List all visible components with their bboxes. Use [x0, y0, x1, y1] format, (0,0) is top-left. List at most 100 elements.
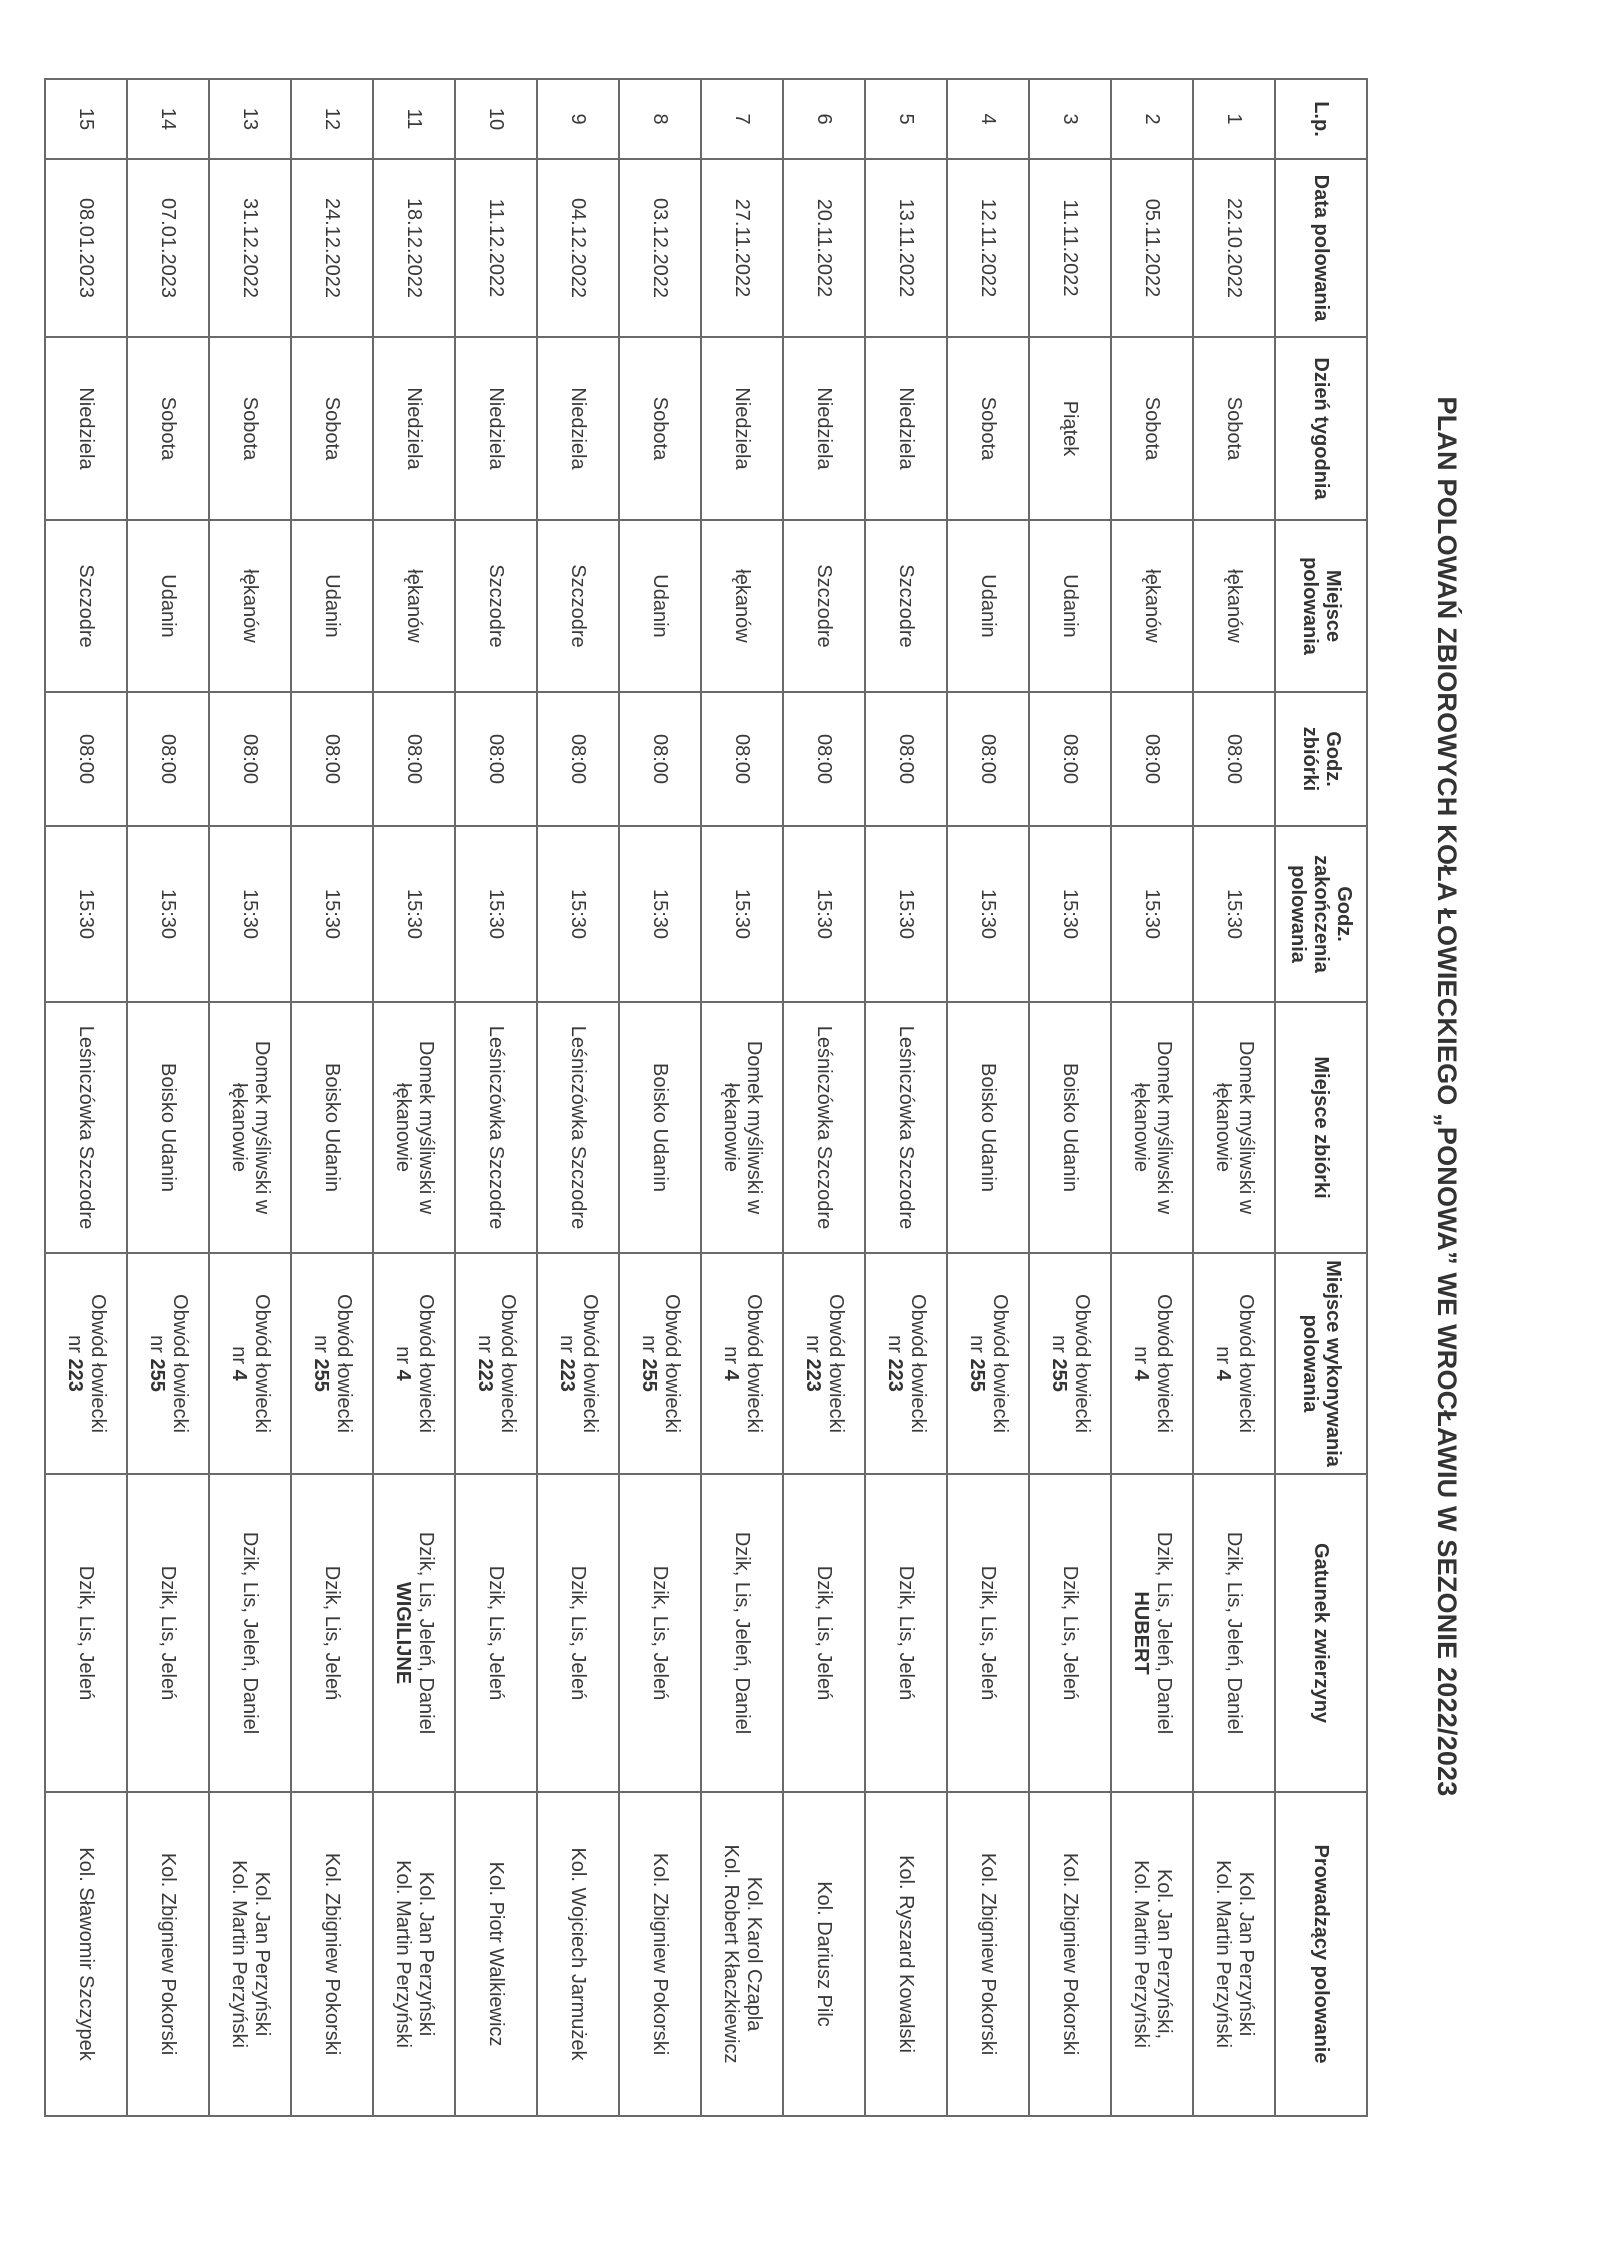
area-label: Obwód łowiecki [333, 1294, 355, 1433]
cell-lp: 9 [537, 79, 619, 159]
cell-hunting-area: Obwód łowiecki nr 255 [291, 1253, 373, 1474]
cell-species: Dzik, Lis, Jeleń [127, 1474, 209, 1792]
leader-name: Kol. Martin Perzyński [392, 1860, 414, 2048]
cell-leader: Kol. Karol Czapla Kol. Robert Kłaczkiewic… [701, 1792, 783, 2116]
leader-name: Kol. Jan Perzyński [251, 1871, 273, 2037]
table-row: 9 04.12.2022 Niedziela Szczodre 08:00 15:30 Le… [537, 79, 619, 2116]
header-species: Gatunek zwierzyny [1275, 1474, 1367, 1792]
header-row: L.p. Data polowania Dzień tygodnia Miejs… [1275, 79, 1367, 2116]
cell-start: 08:00 [291, 692, 373, 826]
area-label: Obwód łowiecki [579, 1294, 601, 1433]
document-title: PLAN POLOWAŃ ZBIOROWYCH KOŁA ŁOWIECKIEGO… [1432, 396, 1462, 1797]
cell-leader: Kol. Jan Perzyński, Kol. Martin Perzyński [1111, 1792, 1193, 2116]
species-text: Dzik, Lis, Jeleń [75, 1565, 98, 1701]
cell-species: Dzik, Lis, Jeleń, Daniel HUBERT [1111, 1474, 1193, 1792]
cell-date: 08.01.2023 [45, 159, 127, 337]
cell-meet: Boisko Udanin [291, 1002, 373, 1253]
cell-meet: Leśniczówka Szczodre [865, 1002, 947, 1253]
cell-lp: 11 [373, 79, 455, 159]
cell-place: łękanów [1111, 520, 1193, 692]
cell-start: 08:00 [45, 692, 127, 826]
cell-place: Szczodre [865, 520, 947, 692]
cell-end: 15:30 [1111, 826, 1193, 1002]
cell-day: Niedziela [865, 337, 947, 520]
cell-date: 13.11.2022 [865, 159, 947, 337]
cell-meet: Domek myśliwski w łękanowie [1111, 1002, 1193, 1253]
cell-end: 15:30 [701, 826, 783, 1002]
cell-species: Dzik, Lis, Jeleń, Daniel [1193, 1474, 1275, 1792]
cell-end: 15:30 [1029, 826, 1111, 1002]
cell-start: 08:00 [701, 692, 783, 826]
area-nr-prefix: nr [64, 1335, 86, 1353]
cell-place: Szczodre [455, 520, 537, 692]
cell-leader: Kol. Piotr Walkiewicz [455, 1792, 537, 2116]
cell-meet: Boisko Udanin [1029, 1002, 1111, 1253]
area-label: Obwód łowiecki [251, 1294, 273, 1433]
area-nr-prefix: nr [556, 1335, 578, 1353]
table-row: 8 03.12.2022 Sobota Udanin 08:00 15:30 Boisko … [619, 79, 701, 2116]
area-number: 255 [638, 1358, 660, 1392]
table-row: 5 13.11.2022 Niedziela Szczodre 08:00 15:30 Le… [865, 79, 947, 2116]
cell-hunting-area: Obwód łowiecki nr 4 [701, 1253, 783, 1474]
cell-day: Sobota [1193, 337, 1275, 520]
table-row: 3 11.11.2022 Piątek Udanin 08:00 15:30 Boisko … [1029, 79, 1111, 2116]
cell-date: 04.12.2022 [537, 159, 619, 337]
area-nr-prefix: nr [638, 1335, 660, 1353]
leader-name: Kol. Ryszard Kowalski [895, 1855, 918, 2053]
cell-end: 15:30 [127, 826, 209, 1002]
cell-meet: Domek myśliwski w łękanowie [701, 1002, 783, 1253]
cell-date: 05.11.2022 [1111, 159, 1193, 337]
area-label: Obwód łowiecki [1235, 1294, 1257, 1433]
cell-lp: 4 [947, 79, 1029, 159]
cell-hunting-area: Obwód łowiecki nr 223 [537, 1253, 619, 1474]
table-row: 13 31.12.2022 Sobota łękanów 08:00 15:30 Domek… [209, 79, 291, 2116]
leader-name: Kol. Zbigniew Pokorski [977, 1852, 1000, 2056]
area-nr-prefix: nr [310, 1335, 332, 1353]
cell-date: 11.11.2022 [1029, 159, 1111, 337]
area-label: Obwód łowiecki [1071, 1294, 1093, 1433]
cell-leader: Kol. Dariusz Pilc [783, 1792, 865, 2116]
cell-leader: Kol. Zbigniew Pokorski [1029, 1792, 1111, 2116]
cell-hunting-area: Obwód łowiecki nr 255 [1029, 1253, 1111, 1474]
area-number: 4 [1212, 1369, 1234, 1381]
cell-date: 03.12.2022 [619, 159, 701, 337]
cell-species: Dzik, Lis, Jeleń [865, 1474, 947, 1792]
header-place: Miejsce polowania [1275, 520, 1367, 692]
leader-name: Kol. Jan Perzyński [415, 1871, 437, 2037]
area-label: Obwód łowiecki [497, 1294, 519, 1433]
table-row: 1 22.10.2022 Sobota łękanów 08:00 15:30 Domek … [1193, 79, 1275, 2116]
cell-day: Piątek [1029, 337, 1111, 520]
area-nr-prefix: nr [146, 1335, 168, 1353]
cell-end: 15:30 [947, 826, 1029, 1002]
area-nr-prefix: nr [1048, 1335, 1070, 1353]
area-number: 4 [228, 1369, 250, 1381]
cell-place: Udanin [947, 520, 1029, 692]
header-date: Data polowania [1275, 159, 1367, 337]
cell-lp: 12 [291, 79, 373, 159]
cell-lp: 1 [1193, 79, 1275, 159]
cell-lp: 5 [865, 79, 947, 159]
cell-place: Szczodre [45, 520, 127, 692]
header-hunting-area: Miejsce wykonywania polowania [1275, 1253, 1367, 1474]
area-number: 223 [802, 1358, 824, 1392]
leader-name: Kol. Martin Perzyński [1130, 1860, 1152, 2048]
species-text: Dzik, Lis, Jeleń, Daniel [731, 1531, 754, 1735]
leader-name: Kol. Martin Perzyński [228, 1860, 250, 2048]
cell-date: 31.12.2022 [209, 159, 291, 337]
species-text: Dzik, Lis, Jeleń [157, 1565, 180, 1701]
area-number: 255 [146, 1358, 168, 1392]
cell-end: 15:30 [291, 826, 373, 1002]
cell-start: 08:00 [865, 692, 947, 826]
leader-name: Kol. Zbigniew Pokorski [649, 1852, 672, 2056]
hunt-plan-table: L.p. Data polowania Dzień tygodnia Miejs… [44, 78, 1368, 2117]
cell-meet: Leśniczówka Szczodre [783, 1002, 865, 1253]
cell-lp: 8 [619, 79, 701, 159]
area-number: 223 [884, 1358, 906, 1392]
cell-start: 08:00 [1193, 692, 1275, 826]
cell-species: Dzik, Lis, Jeleń, Daniel [209, 1474, 291, 1792]
cell-date: 22.10.2022 [1193, 159, 1275, 337]
area-number: 255 [1048, 1358, 1070, 1392]
species-text: Dzik, Lis, Jeleń, Daniel [1223, 1531, 1246, 1735]
cell-species: Dzik, Lis, Jeleń [619, 1474, 701, 1792]
